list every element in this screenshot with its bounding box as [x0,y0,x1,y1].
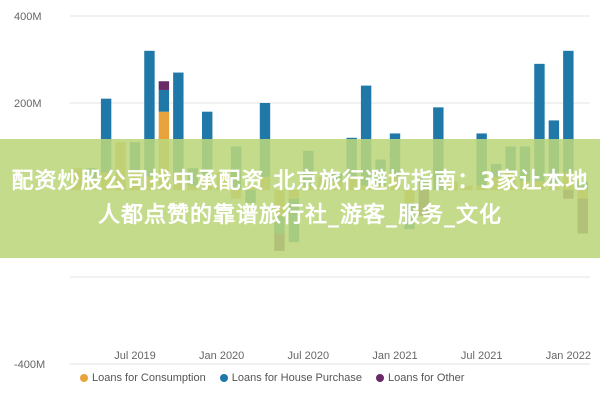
axis-labels: 400M 200M -400M Jul 2019 Jan 2020 Jul 2020 Jan… [14,11,591,371]
headline-banner[interactable]: 配资炒股公司找中承配资 北京旅行避坑指南：3家让本地人都点赞的靠谱旅行社_游客_… [0,139,600,258]
legend-item-house-purchase[interactable]: Loans for House Purchase [219,372,362,384]
bar-segment[interactable] [158,81,170,90]
y-tick-label: -400M [14,359,45,371]
legend: Loans for Consumption Loans for House Pu… [80,372,464,384]
legend-label-consumption: Loans for Consumption [92,372,206,384]
y-tick-label: 200M [14,98,42,110]
x-tick-label: Jan 2020 [199,350,244,362]
bar-segment[interactable] [360,85,372,186]
bar-segment[interactable] [144,50,155,177]
x-tick-label: Jul 2019 [114,350,156,362]
x-tick-label: Jul 2021 [461,350,503,362]
bar-segment[interactable] [563,50,574,173]
legend-swatch-consumption [80,374,88,382]
y-tick-label: 400M [14,11,42,23]
legend-swatch-other [375,374,384,382]
legend-item-consumption[interactable]: Loans for Consumption [80,372,206,384]
x-tick-label: Jul 2020 [288,350,330,362]
bar-segment[interactable] [534,63,545,182]
legend-label-other: Loans for Other [387,372,465,384]
legend-label-house-purchase: Loans for House Purchase [231,372,362,384]
legend-item-other[interactable]: Loans for Other [375,372,465,384]
x-tick-label: Jan 2022 [546,350,591,362]
bar-segment[interactable] [158,89,170,112]
headline-text[interactable]: 配资炒股公司找中承配资 北京旅行避坑指南：3家让本地人都点赞的靠谱旅行社_游客_… [11,168,589,228]
bar-segment[interactable] [100,98,112,173]
x-tick-label: Jan 2021 [372,350,417,362]
legend-swatch-house-purchase [219,374,228,382]
bar-segment[interactable] [173,72,184,173]
